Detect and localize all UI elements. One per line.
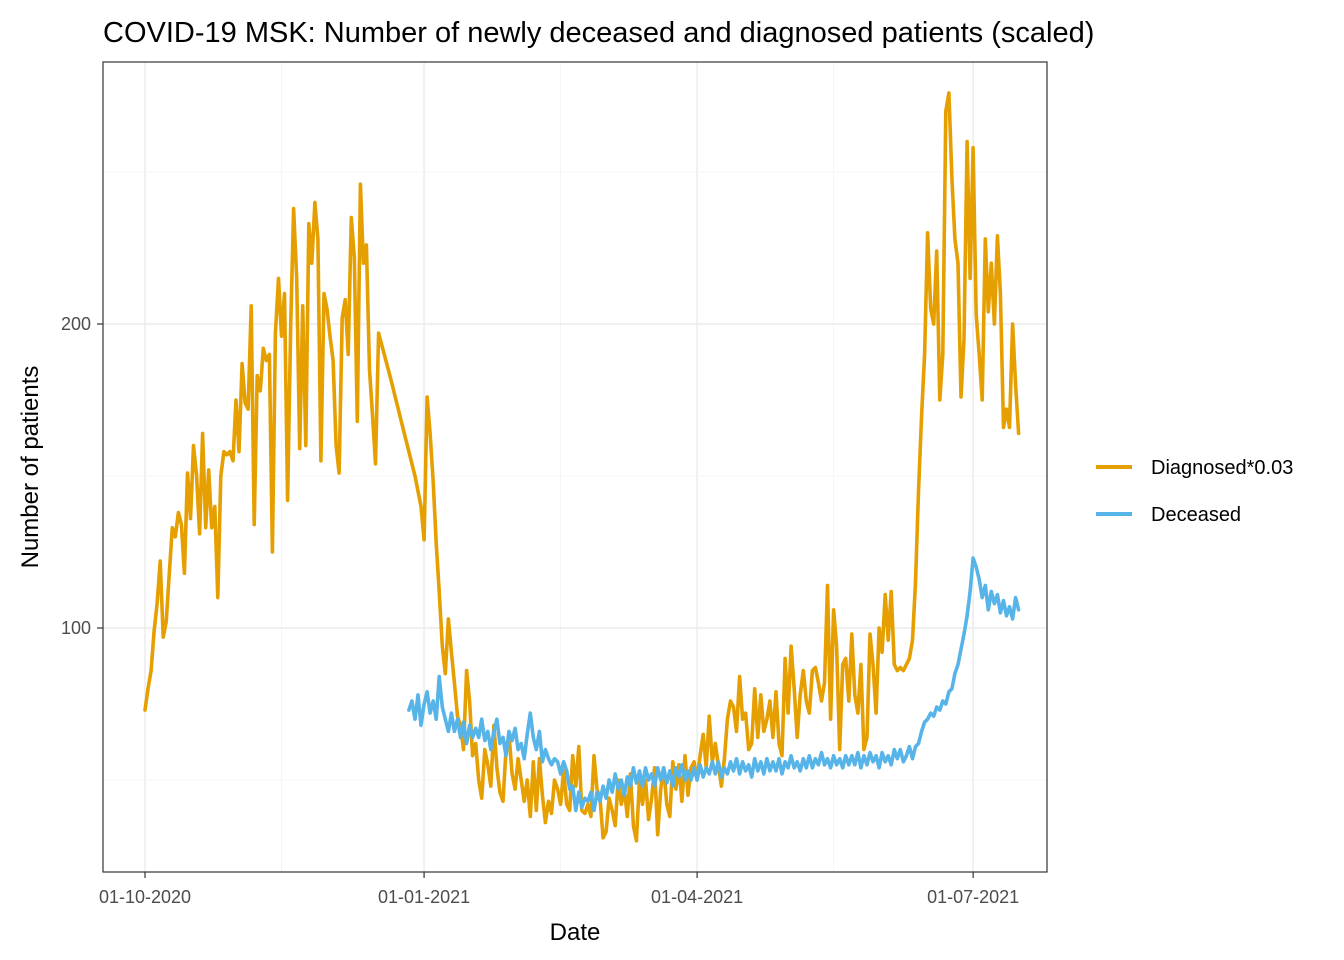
x-tick-label: 01-01-2021 [378, 887, 470, 907]
y-axis: 100 200 [61, 314, 103, 638]
series-line-deceased [407, 556, 1021, 813]
gridlines [103, 62, 1047, 872]
x-axis-title: Date [550, 919, 601, 946]
series-layer [143, 91, 1021, 843]
legend-label-diagnosed: Diagnosed*0.03 [1151, 457, 1293, 479]
series-line-diagnosed [143, 91, 1021, 843]
x-tick-label: 01-04-2021 [651, 887, 743, 907]
plot-panel-border [102, 61, 1048, 873]
y-axis-title: Number of patients [17, 366, 44, 569]
x-tick-label: 01-10-2020 [99, 887, 191, 907]
x-tick-label: 01-07-2021 [927, 887, 1019, 907]
y-tick-label: 200 [61, 314, 91, 334]
chart-title: COVID-19 MSK: Number of newly deceased a… [103, 17, 1094, 49]
legend-label-deceased: Deceased [1151, 504, 1241, 526]
legend: Diagnosed*0.03 Deceased [1096, 457, 1293, 526]
x-axis: 01-10-2020 01-01-2021 01-04-2021 01-07-2021 [99, 872, 1019, 907]
y-tick-label: 100 [61, 618, 91, 638]
